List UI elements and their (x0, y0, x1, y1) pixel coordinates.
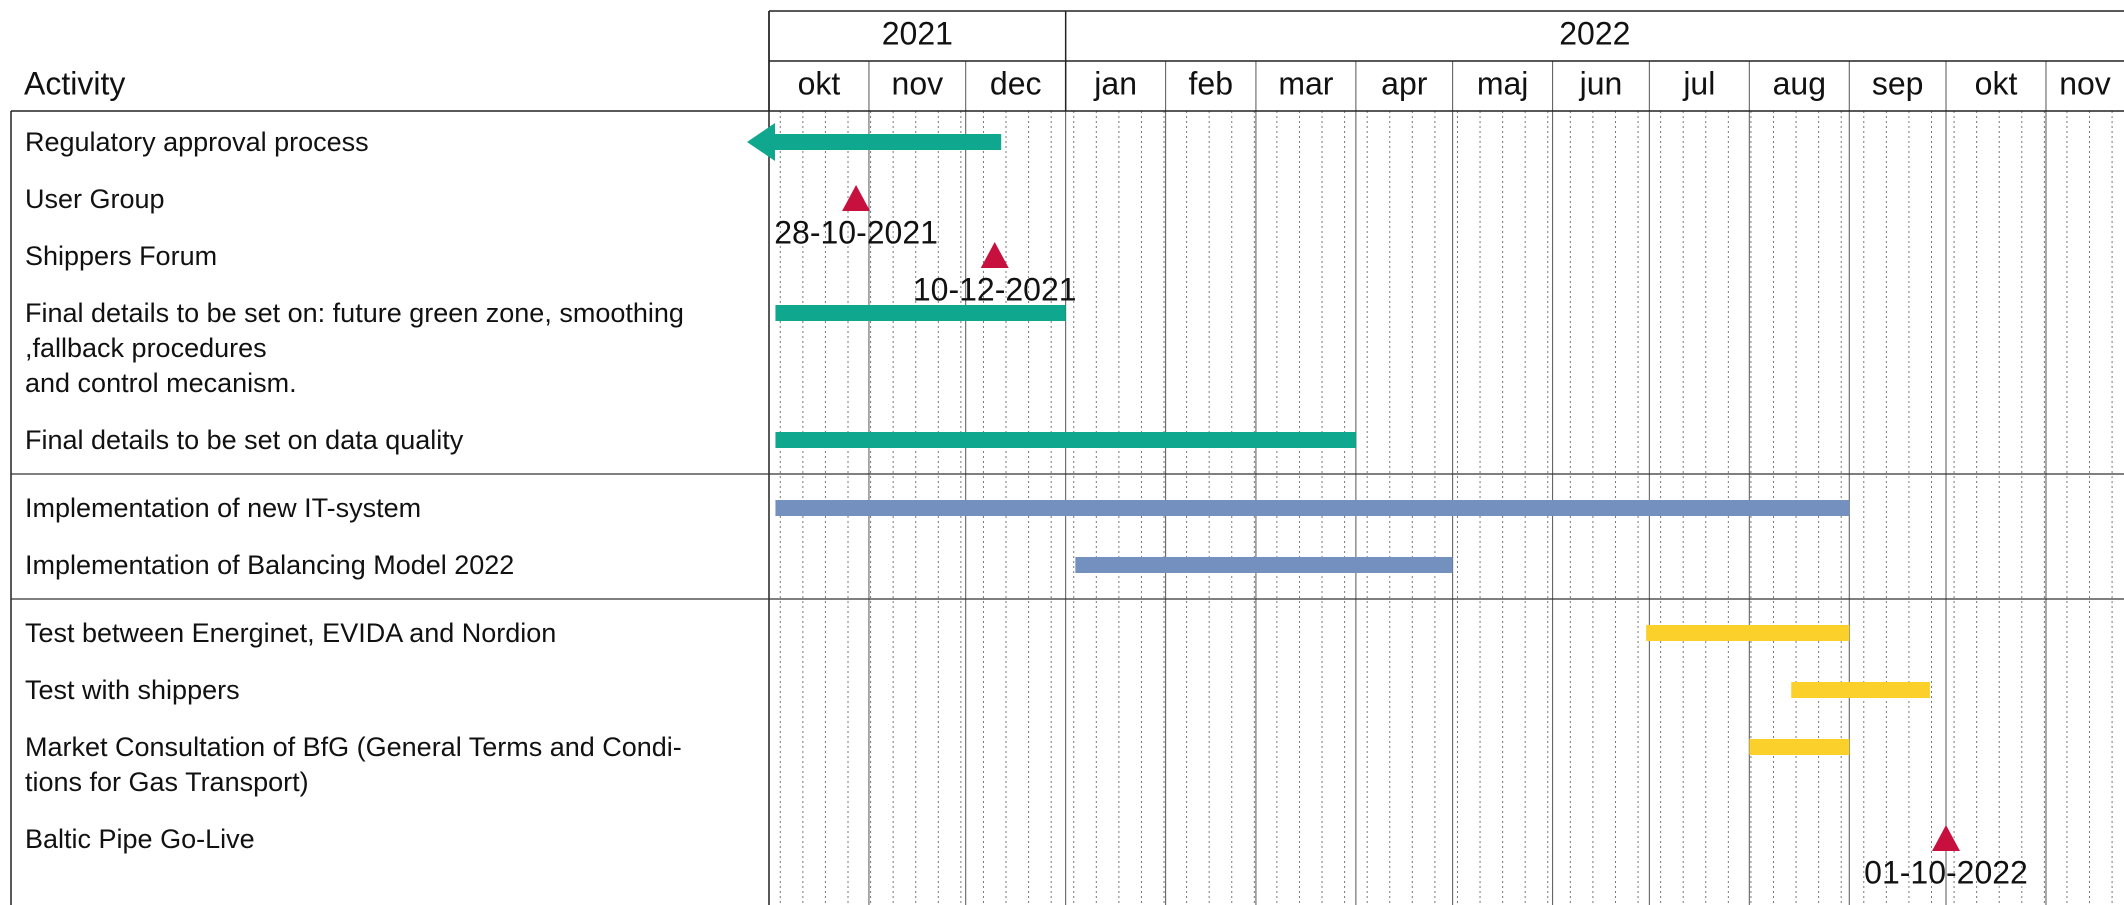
activity-label: Shippers Forum (25, 241, 217, 271)
month-label: okt (1975, 65, 2018, 101)
activity-label: Regulatory approval process (25, 127, 369, 157)
activity-label: User Group (25, 184, 165, 214)
activity-label: Final details to be set on data quality (25, 425, 464, 455)
milestone (842, 185, 871, 211)
activity-label: Test between Energinet, EVIDA and Nordio… (25, 618, 556, 648)
month-label: feb (1189, 65, 1233, 101)
month-label: nov (2059, 65, 2111, 101)
month-label: jan (1093, 65, 1137, 101)
milestone (980, 242, 1009, 268)
milestone (1932, 825, 1961, 851)
bar (747, 123, 1002, 161)
year-label: 2022 (1559, 15, 1630, 51)
activity-label: and control mecanism. (25, 368, 297, 398)
activity-label: Baltic Pipe Go-Live (25, 824, 255, 854)
plot: okt nov dec jan feb mar apr maj jun jul aug sep okt n… (10, 10, 2124, 905)
month-label: apr (1381, 65, 1428, 101)
bar (775, 305, 1066, 321)
month-label: okt (798, 65, 841, 101)
activity-label: tions for Gas Transport) (25, 767, 309, 797)
month-label: aug (1773, 65, 1826, 101)
bar (1075, 557, 1453, 573)
month-label: jul (1682, 65, 1715, 101)
month-label: dec (990, 65, 1042, 101)
activity-label: Market Consultation of BfG (General Term… (25, 732, 682, 762)
month-label: jun (1579, 65, 1623, 101)
activity-label: Final details to be set on: future green… (25, 298, 684, 328)
activity-label: Implementation of Balancing Model 2022 (25, 550, 514, 580)
bar (775, 500, 1850, 516)
bar (1749, 739, 1850, 755)
activity-header: Activity (24, 65, 125, 101)
month-label: sep (1872, 65, 1924, 101)
bar (1791, 682, 1930, 698)
month-label: mar (1278, 65, 1333, 101)
bar (1646, 625, 1850, 641)
year-label: 2021 (882, 15, 953, 51)
milestone-label: 01-10-2022 (1864, 854, 2028, 890)
milestone-label: 28-10-2021 (774, 214, 938, 250)
activity-label: Implementation of new IT-system (25, 493, 421, 523)
activity-label: ,fallback procedures (25, 333, 267, 363)
bar (775, 432, 1356, 448)
activity-label: Test with shippers (25, 675, 240, 705)
milestone-label: 10-12-2021 (913, 271, 1077, 307)
month-label: nov (892, 65, 944, 101)
month-label: maj (1477, 65, 1529, 101)
